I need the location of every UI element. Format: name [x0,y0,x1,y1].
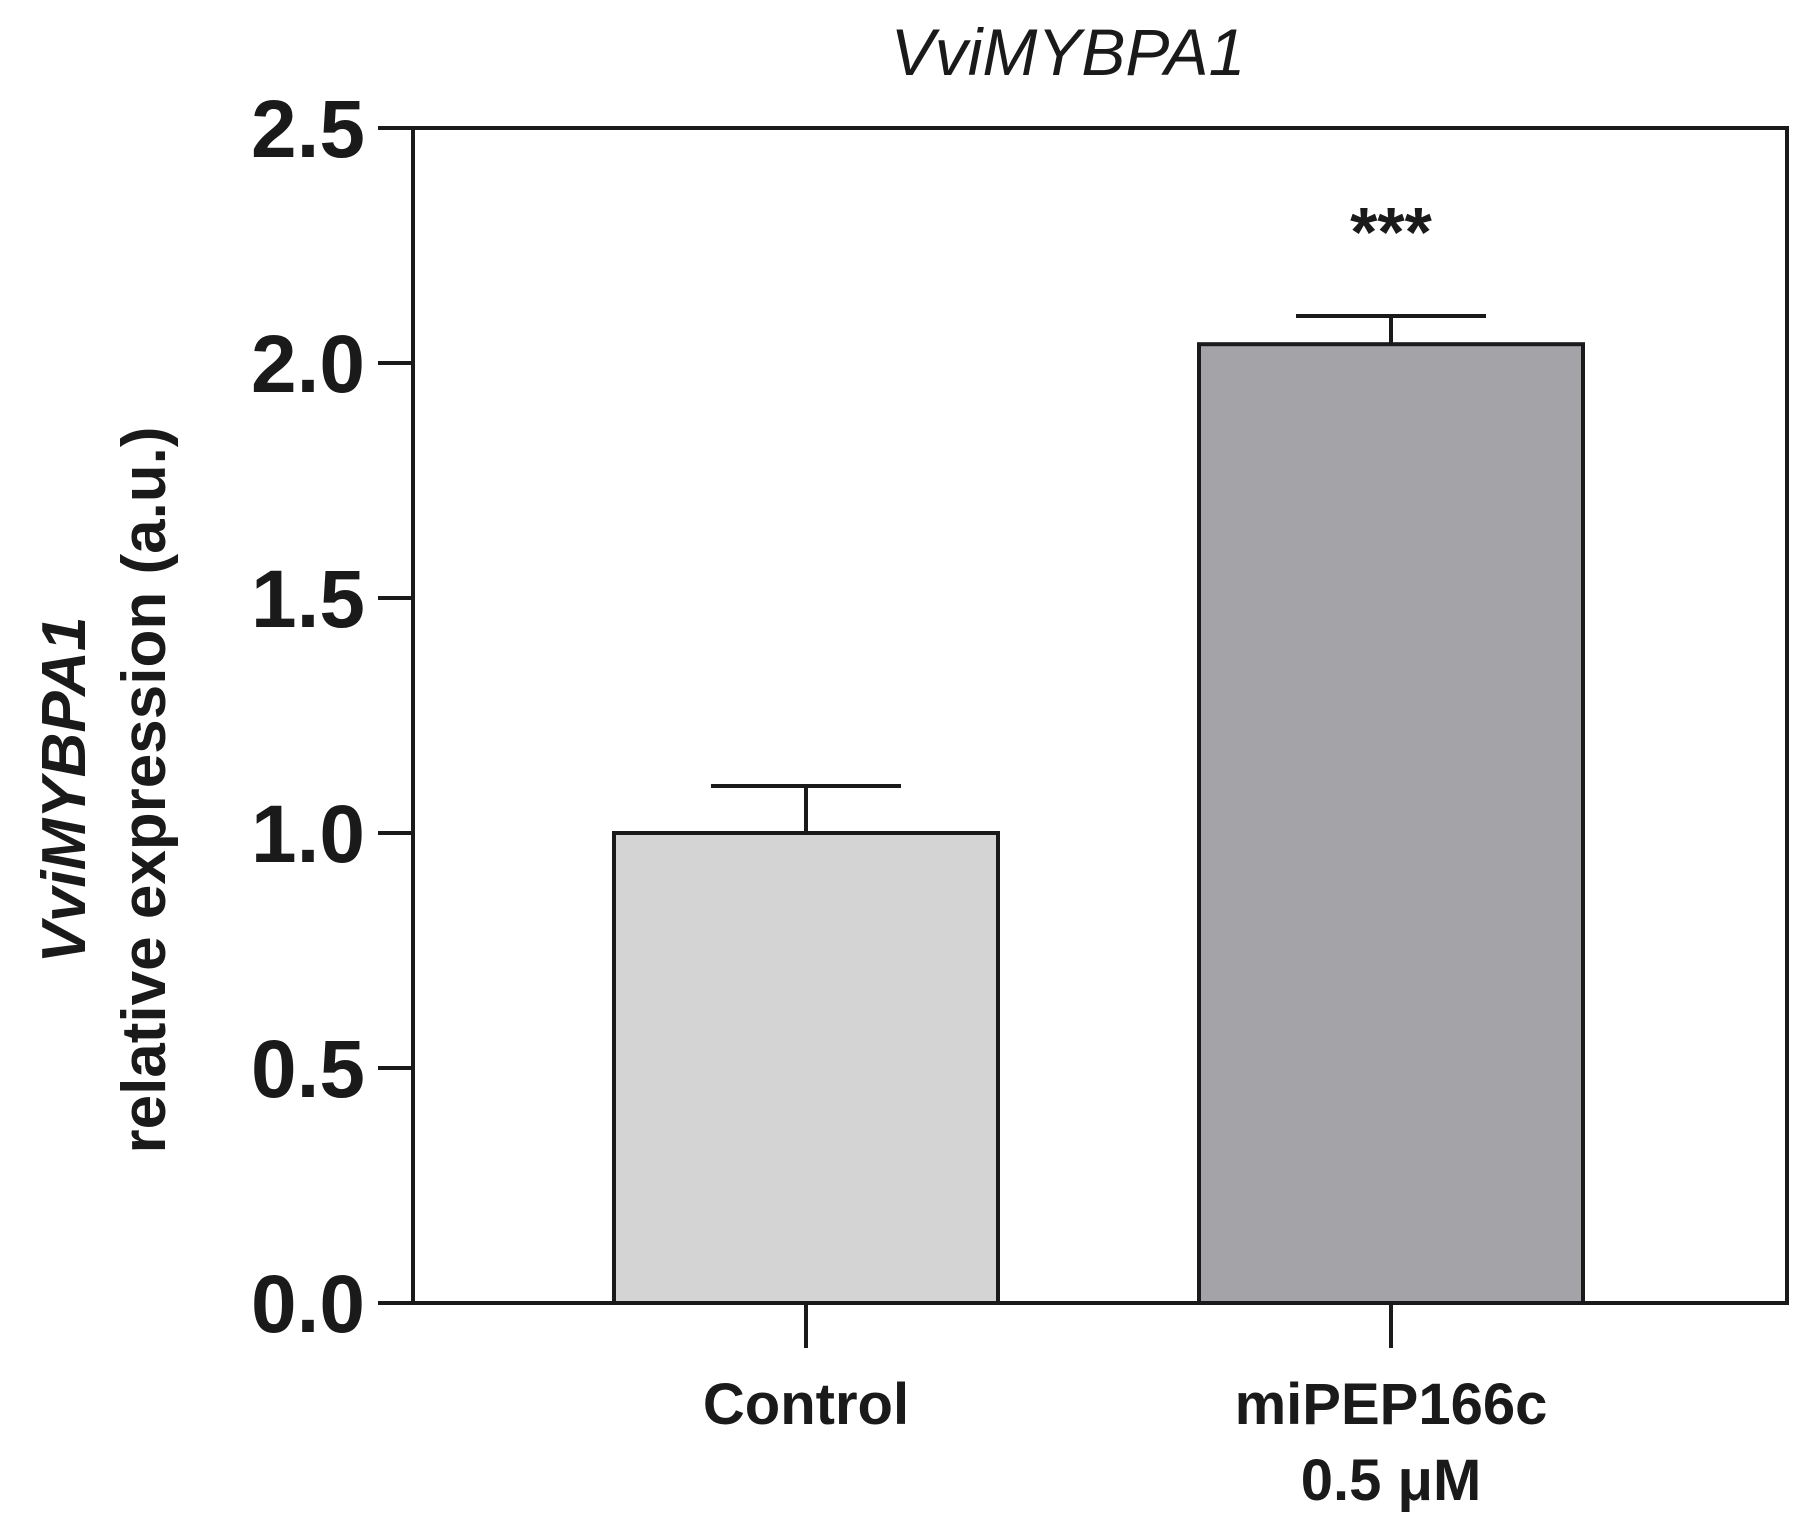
y-tick-label: 0.0 [251,1259,365,1350]
y-tick-label: 1.5 [251,554,365,645]
y-tick-label: 1.0 [251,789,365,880]
bars: *** [612,193,1585,1305]
y-axis-label: VviMYBPA1 relative expression (a.u.) [30,426,179,1153]
y-tick-label: 2.0 [251,319,365,410]
y-tick-label: 0.5 [251,1024,365,1115]
x-tick-label-line2: 0.5 μM [1301,1448,1482,1513]
bar [1197,342,1585,1305]
y-axis-label-line1: VviMYBPA1 [30,617,99,964]
x-tick-label: miPEP166c [1235,1372,1548,1437]
chart-title: VviMYBPA1 [891,15,1246,89]
x-axis: Control miPEP166c 0.5 μM [703,1303,1547,1513]
y-tick-label: 2.5 [251,84,365,175]
bar [612,831,1000,1305]
y-axis-label-line2: relative expression (a.u.) [110,426,179,1153]
x-tick-label: Control [703,1372,909,1437]
significance-label: *** [1350,193,1432,271]
y-axis: 0.0 0.5 1.0 1.5 2.0 2.5 [251,84,413,1350]
plot-frame [411,126,1789,1305]
